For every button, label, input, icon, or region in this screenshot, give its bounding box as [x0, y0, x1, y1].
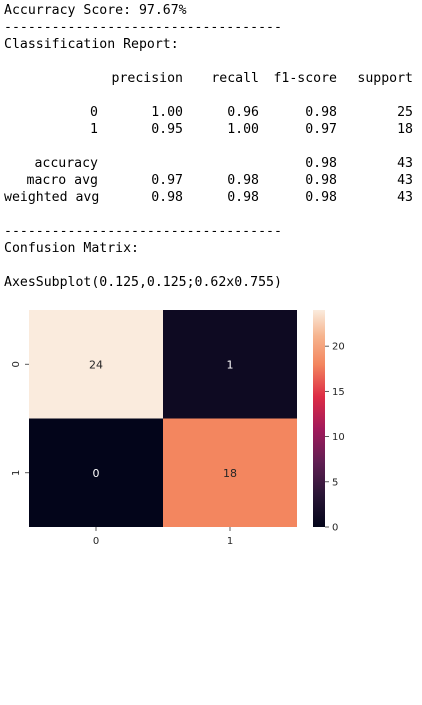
- axes-subplot-repr: AxesSubplot(0.125,0.125;0.62x0.755): [4, 275, 282, 290]
- header-f1-score: f1-score: [273, 71, 337, 86]
- cell-recall: 0.98: [227, 173, 259, 188]
- classification-report-title: Classification Report:: [4, 37, 179, 52]
- heatmap-cell: [163, 310, 297, 419]
- cell-recall: 0.96: [227, 105, 259, 120]
- cell-f1: 0.98: [305, 190, 337, 205]
- cell-f1: 0.98: [305, 173, 337, 188]
- header-support: support: [357, 71, 413, 86]
- row-label: macro avg: [26, 173, 98, 188]
- heatmap-cell: [29, 310, 163, 419]
- cell-f1: 0.98: [305, 156, 337, 171]
- header-precision: precision: [111, 71, 183, 86]
- y-tick-label: 1: [11, 470, 22, 476]
- colorbar: [313, 310, 325, 527]
- cell-recall: 1.00: [227, 122, 259, 137]
- heatmap-annotation: 1: [227, 358, 234, 371]
- cell-support: 18: [397, 122, 413, 137]
- x-tick-label: 1: [227, 536, 233, 547]
- cell-precision: 1.00: [151, 105, 183, 120]
- colorbar-tick-label: 10: [332, 432, 345, 443]
- separator-bottom: -----------------------------------: [4, 224, 282, 239]
- colorbar-tick-label: 15: [332, 387, 345, 398]
- cell-precision: 0.98: [151, 190, 183, 205]
- heatmap-annotation: 18: [223, 467, 237, 480]
- cell-f1: 0.98: [305, 105, 337, 120]
- row-label: weighted avg: [4, 190, 100, 205]
- cell-f1: 0.97: [305, 122, 337, 137]
- cell-recall: 0.98: [227, 190, 259, 205]
- colorbar-tick-label: 0: [332, 523, 338, 534]
- heatmap-cell: [163, 418, 297, 527]
- heatmap-annotation: 24: [89, 358, 103, 371]
- accuracy-score-line: Accurracy Score: 97.67%: [4, 3, 187, 18]
- heatmap-annotation: 0: [93, 467, 100, 480]
- row-label: 0: [90, 105, 98, 120]
- row-label: accuracy: [34, 156, 98, 171]
- row-label: 1: [90, 122, 98, 137]
- confusion-matrix-title: Confusion Matrix:: [4, 241, 139, 256]
- cell-support: 43: [397, 173, 413, 188]
- colorbar-tick-label: 5: [332, 477, 338, 488]
- cell-support: 43: [397, 190, 413, 205]
- cell-precision: 0.97: [151, 173, 183, 188]
- cell-precision: 0.95: [151, 122, 183, 137]
- separator-top: -----------------------------------: [4, 20, 282, 35]
- cell-support: 43: [397, 156, 413, 171]
- y-tick-label: 0: [11, 361, 22, 367]
- x-tick-label: 0: [93, 536, 99, 547]
- header-recall: recall: [211, 71, 259, 86]
- colorbar-tick-label: 20: [332, 342, 345, 353]
- heatmap-cell: [29, 418, 163, 527]
- cell-support: 25: [397, 105, 413, 120]
